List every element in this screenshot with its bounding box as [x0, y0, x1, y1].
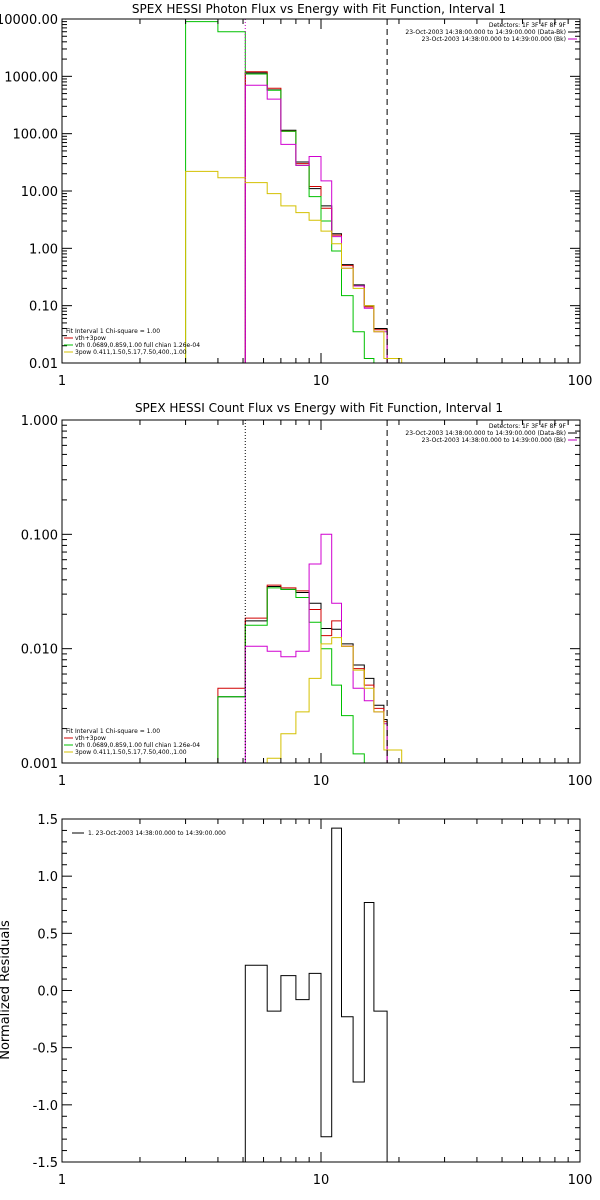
- legend-bottom-entry: 3pow 0.411,1.50,5.17,7.50,400.,1.00: [75, 749, 187, 756]
- x-tick-label: 1: [58, 774, 66, 789]
- series-3-line: [244, 533, 388, 763]
- legend-top-entry: Detectors: 1F 3F 4F 8F 9F: [489, 423, 567, 430]
- y-tick-label: 1.00: [29, 242, 58, 257]
- x-tick-label: 100: [568, 374, 593, 389]
- y-tick-label: 1.5: [37, 813, 58, 828]
- photon-flux-panel: SPEX HESSI Photon Flux vs Energy with Fi…: [0, 2, 592, 389]
- plot-frame: [61, 419, 581, 764]
- legend-bottom-entry: Fit Interval 1 Chi-square = 1.00: [66, 328, 160, 335]
- y-tick-label: 0.001: [21, 757, 58, 772]
- y-tick-label: -1.0: [33, 1099, 58, 1114]
- series-3-line: [244, 84, 388, 363]
- x-tick-label: 100: [568, 774, 593, 789]
- x-tick-label: 10: [313, 774, 330, 789]
- photon-flux-title: SPEX HESSI Photon Flux vs Energy with Fi…: [132, 2, 506, 16]
- legend-bottom-entry: vth 0.0689,0.859,1.00 full chian 1.26e-0…: [75, 742, 200, 749]
- residuals-panel: Normalized Residuals 1 10 100 -1.5 -1.0 -0.5 0…: [0, 813, 592, 1188]
- y-tick-label: 0.010: [21, 643, 58, 658]
- y-tick-label: 1000.00: [4, 70, 58, 85]
- y-tick-label: 10.00: [21, 185, 58, 200]
- y-tick-label: 0.01: [29, 357, 58, 372]
- y-tick-label: 1.000: [21, 414, 58, 429]
- y-tick-label: 0.100: [21, 528, 58, 543]
- series-1-line: [185, 584, 388, 763]
- legend-bottom-entry: Fit Interval 1 Chi-square = 1.00: [66, 728, 160, 735]
- residuals-ylabel: Normalized Residuals: [0, 920, 13, 1060]
- x-tick-label: 1: [58, 1173, 66, 1188]
- x-tick-label: 10: [313, 1173, 330, 1188]
- y-tick-label: 0.10: [29, 300, 58, 315]
- x-tick-label: 10: [313, 374, 330, 389]
- y-tick-label: 1.0: [37, 870, 58, 885]
- legend-bottom-entry: 3pow 0.411,1.50,5.17,7.50,400.,1.00: [75, 349, 187, 356]
- y-tick-label: 100.00: [13, 128, 59, 143]
- legend-top-entry: 23-Oct-2003 14:38:00.000 to 14:39:00.000…: [422, 437, 566, 444]
- legend-entry: 1. 23-Oct-2003 14:38:00.000 to 14:39:00.…: [88, 830, 226, 837]
- series-4-line: [266, 637, 403, 763]
- legend-top-entry: 23-Oct-2003 14:38:00.000 to 14:39:00.000…: [405, 29, 566, 36]
- y-tick-label: -0.5: [33, 1042, 58, 1057]
- y-tick-label: 0.0: [37, 985, 58, 1000]
- series-4-line: [185, 170, 403, 363]
- series-2-line: [185, 587, 365, 763]
- series-0-line: [217, 586, 388, 763]
- y-tick-label: 10000.00: [0, 13, 58, 28]
- legend-bottom-entry: vth+3pow: [75, 735, 106, 742]
- series-0-line: [244, 827, 388, 1162]
- legend-top-entry: Detectors: 1F 3F 4F 8F 9F: [489, 22, 567, 29]
- legend-bottom-entry: vth+3pow: [75, 335, 106, 342]
- legend-top-entry: 23-Oct-2003 14:38:00.000 to 14:39:00.000…: [405, 430, 566, 437]
- x-tick-label: 1: [58, 374, 66, 389]
- y-tick-label: 0.5: [37, 927, 58, 942]
- y-tick-label: -1.5: [33, 1156, 58, 1171]
- series-2-line: [185, 21, 375, 363]
- legend-top-entry: 23-Oct-2003 14:38:00.000 to 14:39:00.000…: [422, 36, 566, 43]
- count-flux-panel: SPEX HESSI Count Flux vs Energy with Fit…: [21, 401, 593, 789]
- count-flux-title: SPEX HESSI Count Flux vs Energy with Fit…: [135, 401, 503, 415]
- legend-bottom-entry: vth 0.0689,0.859,1.00 full chian 1.26e-0…: [75, 342, 200, 349]
- x-tick-label: 100: [568, 1173, 593, 1188]
